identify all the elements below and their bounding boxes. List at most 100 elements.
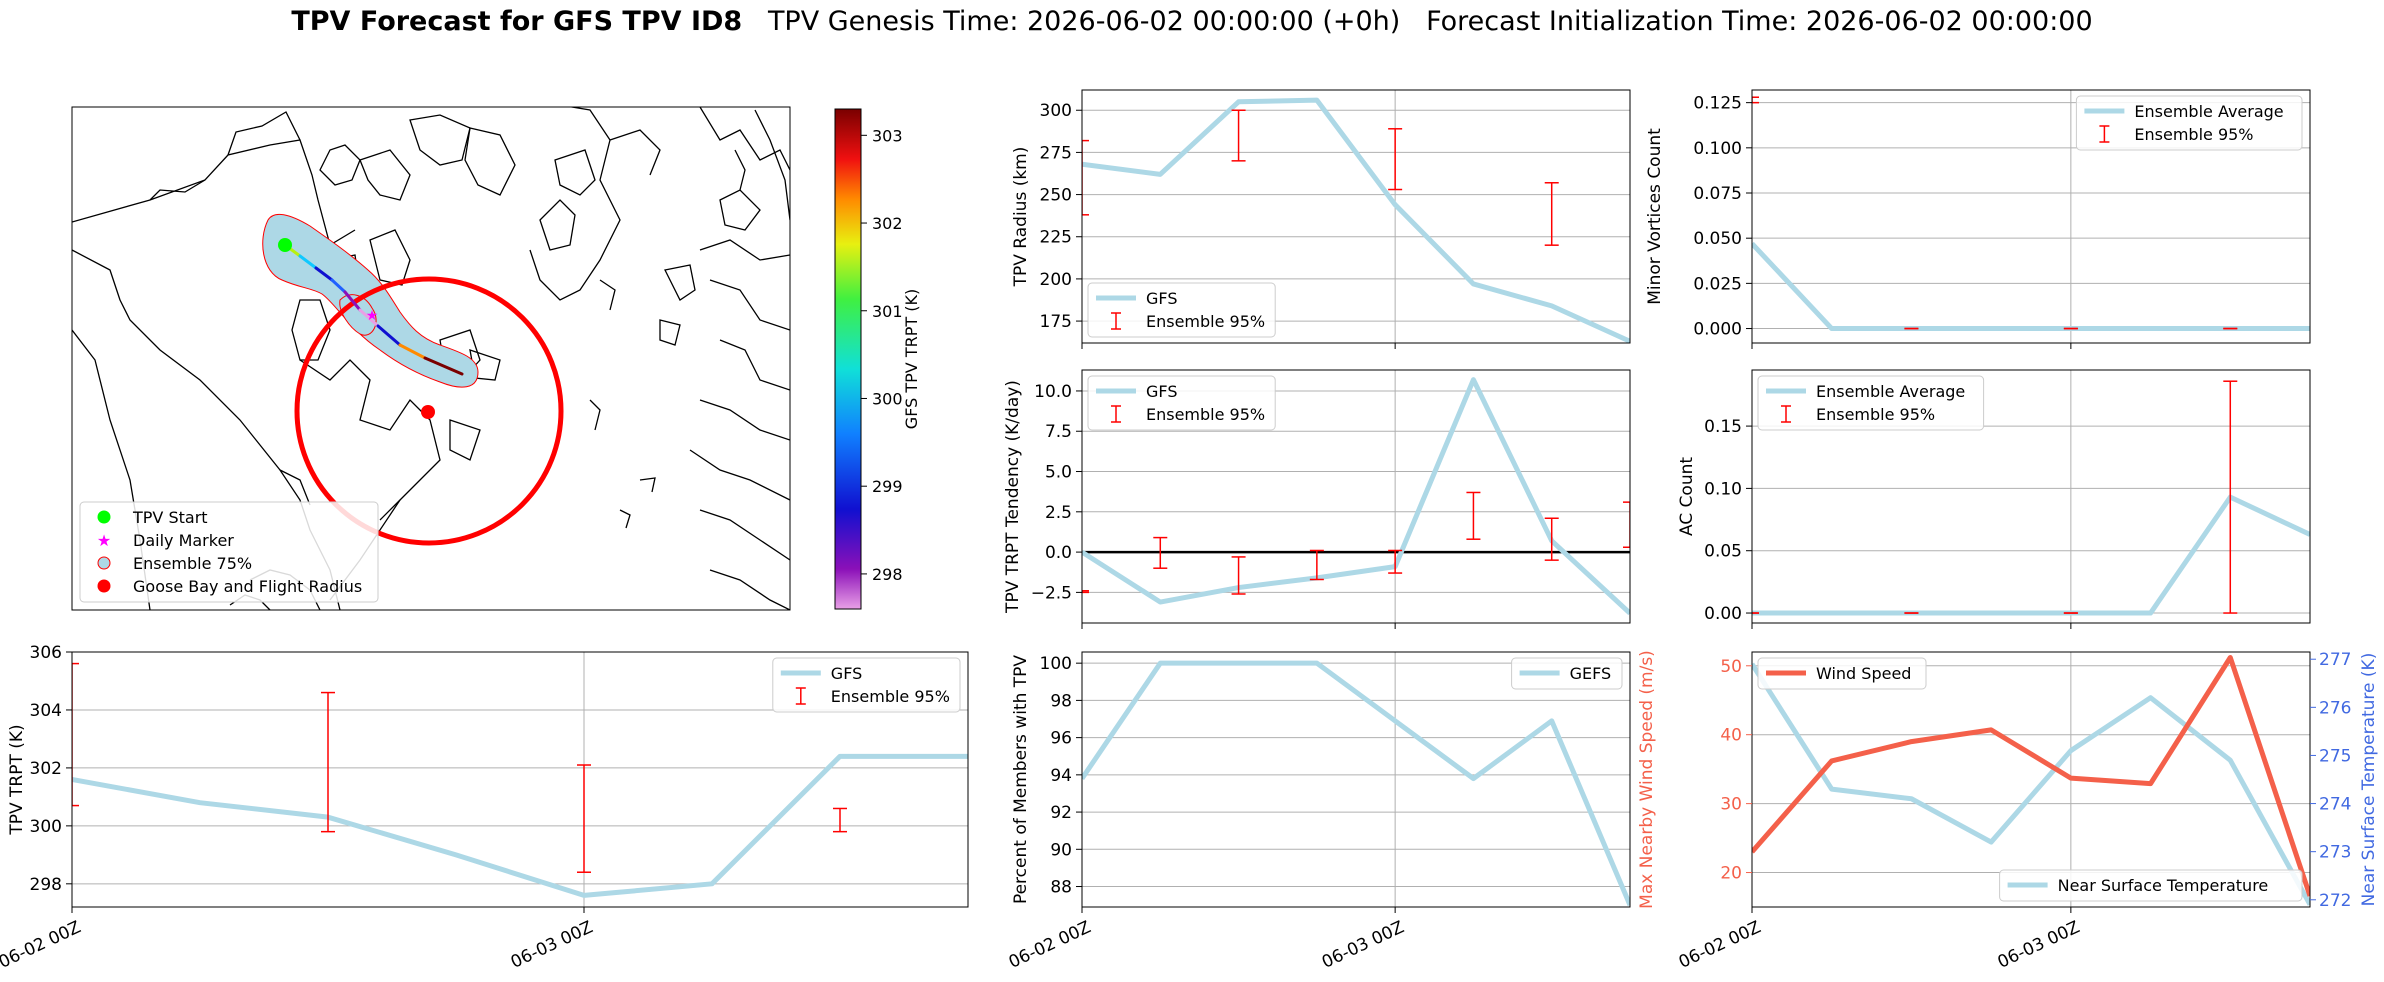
legend-label: Ensemble Average <box>2134 102 2283 121</box>
y-tick-label: 0.00 <box>1704 604 1742 624</box>
error-bar <box>577 764 591 873</box>
y-tick-label: 0.000 <box>1693 320 1742 340</box>
y-tick-label: 0.100 <box>1693 139 1742 159</box>
y-tick-label: 306 <box>30 643 62 663</box>
x-tick-label: 06-02 00Z <box>0 917 84 972</box>
x-tick-label: 06-03 00Z <box>1319 917 1407 972</box>
legend-label: Ensemble 95% <box>831 687 950 706</box>
legend-ensemble-icon <box>97 556 111 570</box>
radius-chart: 175 200 225 250 275 300 TPV Radius (km) GFS Ense… <box>1011 89 1631 349</box>
axes-frame <box>1081 89 1631 344</box>
colorbar-tick-label: 302 <box>872 214 903 233</box>
y-tick-label: 200 <box>1040 270 1072 290</box>
y-axis-label: TPV TRPT (K) <box>7 724 27 835</box>
plot-area <box>1752 655 2310 906</box>
error-bar <box>72 662 79 807</box>
error-bar <box>1388 549 1403 574</box>
wind-legend: Wind Speed Near Surface Temperature <box>1757 657 2303 902</box>
error-bar <box>1752 96 1759 104</box>
wind-temp-chart: 20 30 40 50 06-02 00Z 06-03 00Z Max Nearby Win… <box>1637 650 2379 973</box>
y-axis-label: Minor Vortices Count <box>1645 128 1665 305</box>
legend-label: GFS <box>1146 382 1177 401</box>
x-tick-label: 06-02 00Z <box>1006 917 1094 972</box>
error-bar <box>1153 536 1168 569</box>
y-tick-label: 100 <box>1040 654 1072 674</box>
plot-area <box>1752 96 2310 332</box>
y-tick-label: 2.5 <box>1045 503 1072 523</box>
y-tick-label: 0.075 <box>1693 184 1742 204</box>
y-tick-label: 7.5 <box>1045 422 1072 442</box>
title-genesis: TPV Genesis Time: 2026-06-02 00:00:00 (+… <box>767 6 1401 37</box>
error-bar <box>1388 128 1403 191</box>
y-tick-label: 304 <box>30 701 62 721</box>
legend-box <box>1757 657 1927 690</box>
legend-label: GEFS <box>1570 664 1612 683</box>
tendency-panel: −2.5 0.0 2.5 5.0 7.5 10.0 TPV TRPT Tendency (K… <box>990 360 1650 640</box>
colorbar-tick-label: 298 <box>872 565 903 584</box>
legend-tpv-start-icon <box>97 510 111 524</box>
legend-daily-marker: Daily Marker <box>133 531 234 550</box>
y2-tick-label: 276 <box>2319 698 2351 718</box>
y-tick-label: 90 <box>1050 840 1072 860</box>
trpt-legend: GFS Ensemble 95% <box>772 657 961 713</box>
axes-frame <box>1751 651 2311 908</box>
minor-series-line <box>1752 241 2310 332</box>
grid <box>1752 652 2310 907</box>
plot-area <box>1082 660 1630 907</box>
legend-box <box>1511 657 1623 690</box>
error-bar <box>1082 590 1089 594</box>
legend-label: Near Surface Temperature <box>2058 876 2269 895</box>
error-bar <box>833 807 847 833</box>
y2-tick-label: 272 <box>2319 891 2351 911</box>
colorbar-fill <box>834 108 862 610</box>
y2-tick-label: 273 <box>2319 843 2351 863</box>
title-spacer-2 <box>1400 6 1426 37</box>
y-tick-label: 0.10 <box>1704 479 1742 499</box>
error-bar <box>1309 549 1324 581</box>
tpv-start-marker <box>278 238 292 252</box>
y-axis-label: AC Count <box>1677 457 1697 536</box>
x-tick-label: 06-03 00Z <box>508 917 596 972</box>
plot-area <box>1082 377 1630 616</box>
y2-tick-label: 275 <box>2319 746 2351 766</box>
y-tick-label: 30 <box>1720 795 1742 815</box>
y-tick-label: 250 <box>1040 186 1072 206</box>
minor-vortices-chart: 0.000 0.025 0.050 0.075 0.100 0.125 Minor Vort… <box>1645 89 2311 349</box>
axes-frame <box>1081 369 1631 624</box>
coastlines <box>72 107 790 610</box>
error-bar <box>1544 517 1559 561</box>
y-tick-label: 20 <box>1720 864 1742 884</box>
figure-title: TPV Forecast for GFS TPV ID8 TPV Genesis… <box>0 6 2384 37</box>
error-bar <box>1082 139 1089 216</box>
axes-frame <box>1081 651 1631 908</box>
y-axis-label: TPV TRPT Tendency (K/day) <box>1003 380 1023 614</box>
y-tick-label: 0.05 <box>1704 542 1742 562</box>
map-panel: ★ TPV Start ★ Daily Marker Ensemble 75% … <box>0 0 960 620</box>
goose-bay-marker <box>421 405 435 419</box>
members-series-line <box>1082 660 1630 907</box>
colorbar-tick-label: 300 <box>872 389 903 408</box>
y-tick-label: 0.125 <box>1693 94 1742 114</box>
legend-daily-marker-icon: ★ <box>97 531 111 550</box>
plot-area <box>1082 97 1630 343</box>
wind-panel: 20 30 40 50 06-02 00Z 06-03 00Z Max Nearby Win… <box>1630 630 2384 980</box>
colorbar-tick-label: 299 <box>872 477 903 496</box>
legend-box <box>2075 95 2303 151</box>
minor-panel: 0.000 0.025 0.050 0.075 0.100 0.125 Minor Vort… <box>1630 80 2330 360</box>
legend-goose-bay-icon <box>97 579 111 593</box>
members-panel: 88 90 92 94 96 98 100 06-02 00Z 06-03 00Z Percent… <box>990 630 1650 980</box>
y-tick-label: 94 <box>1050 766 1072 786</box>
colorbar-tick-label: 303 <box>872 126 903 145</box>
legend-tpv-start: TPV Start <box>132 508 208 527</box>
error-bar <box>1231 109 1246 162</box>
radius-legend: GFS Ensemble 95% <box>1087 282 1276 338</box>
wind-series-line <box>1752 655 2310 897</box>
legend-label: Ensemble 95% <box>1146 405 1265 424</box>
legend-label: Ensemble 95% <box>2134 125 2253 144</box>
y2-tick-label: 277 <box>2319 650 2351 670</box>
tendency-legend: GFS Ensemble 95% <box>1087 375 1276 431</box>
legend-label: Ensemble Average <box>1816 382 1965 401</box>
legend-label: GFS <box>1146 289 1177 308</box>
y-tick-label: 50 <box>1720 657 1742 677</box>
legend-box <box>1999 869 2303 902</box>
